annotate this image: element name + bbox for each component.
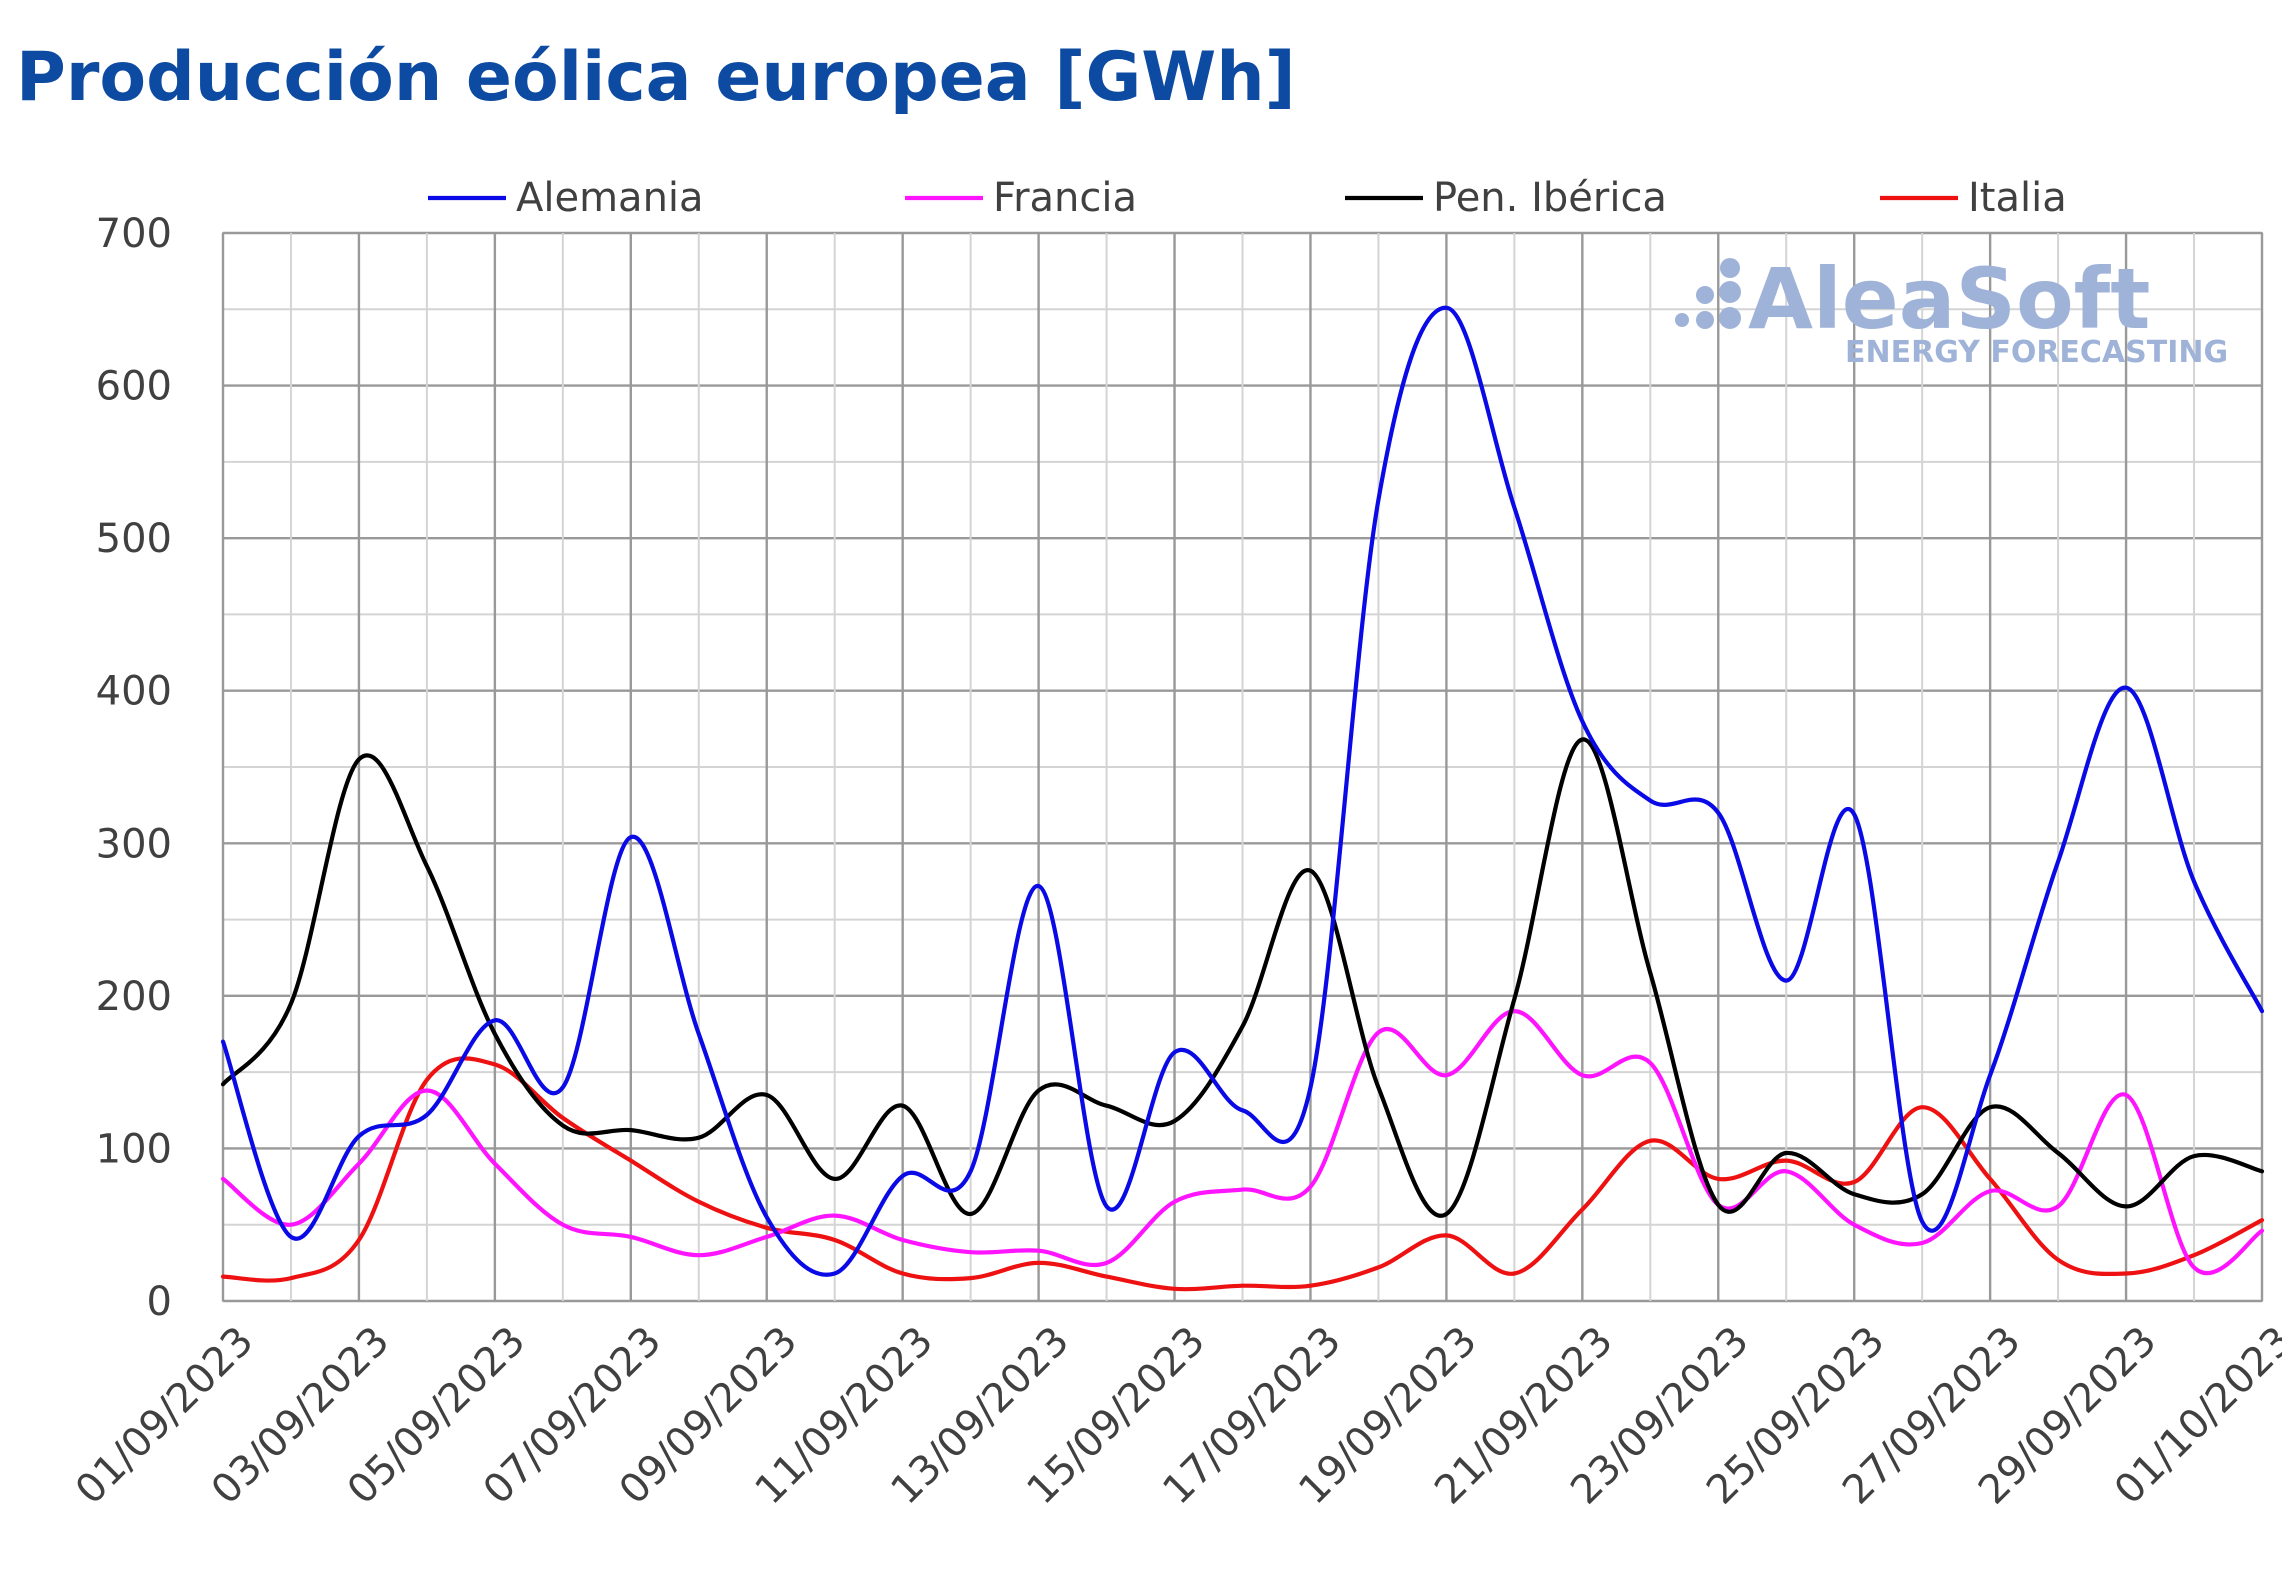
- y-tick-label: 700: [96, 211, 172, 257]
- grid: [221, 231, 2264, 1303]
- watermark: AleaSoft ENERGY FORECASTING: [1675, 250, 2228, 370]
- series-line-italia: [220, 1056, 2265, 1292]
- legend: Alemania Francia Pen. Ibérica Italia: [428, 175, 2067, 221]
- legend-label-italia: Italia: [1968, 175, 2067, 221]
- watermark-tagline: ENERGY FORECASTING: [1845, 335, 2228, 370]
- legend-label-francia: Francia: [993, 175, 1137, 221]
- y-tick-label: 100: [96, 1126, 172, 1172]
- series-line-francia: [220, 1009, 2265, 1276]
- series-lines: [220, 305, 2265, 1292]
- y-tick-label: 500: [96, 516, 172, 562]
- series-line-alemania: [220, 305, 2265, 1277]
- y-tick-label: 400: [96, 669, 172, 715]
- legend-label-pen-iberica: Pen. Ibérica: [1433, 175, 1667, 221]
- series-line-pen-iberica: [220, 737, 2265, 1218]
- legend-label-alemania: Alemania: [516, 175, 704, 221]
- aleasoft-logo-icon: [1675, 258, 1741, 329]
- y-tick-label: 200: [96, 974, 172, 1020]
- y-axis-ticks: 0 100 200 300 400 500 600 700: [96, 211, 172, 1325]
- x-axis-ticks: 01/09/202303/09/202305/09/202307/09/2023…: [67, 1318, 2282, 1514]
- y-tick-label: 600: [96, 364, 172, 410]
- watermark-brand: AleaSoft: [1748, 250, 2150, 348]
- y-tick-label: 0: [147, 1279, 172, 1325]
- chart-title: Producción eólica europea [GWh]: [16, 38, 1296, 117]
- y-tick-label: 300: [96, 821, 172, 867]
